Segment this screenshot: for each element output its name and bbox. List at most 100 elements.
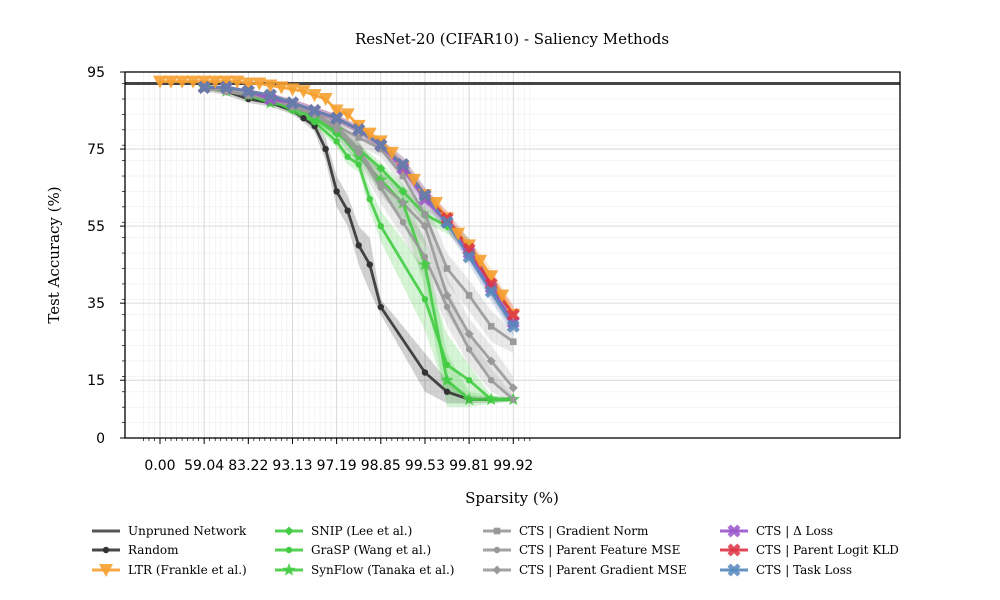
x-tick-label: 0.00 xyxy=(144,458,175,474)
point-ltr-frankle-et-al xyxy=(263,79,278,93)
point-ltr-frankle-et-al xyxy=(197,75,212,89)
point-ltr-frankle-et-al xyxy=(340,108,355,122)
point-cts-parent-gradient-mse xyxy=(464,329,474,339)
legend-label: CTS | Δ Loss xyxy=(756,524,833,538)
point-ltr-frankle-et-al xyxy=(153,75,167,89)
point-grasp-wang-et-al xyxy=(333,138,340,145)
point-ltr-frankle-et-al xyxy=(351,119,366,133)
point-cts-task-loss xyxy=(219,80,233,94)
x-tick-label: 93.13 xyxy=(272,458,312,474)
legend-label: CTS | Parent Gradient MSE xyxy=(519,563,687,577)
point-ltr-frankle-et-al xyxy=(329,104,344,118)
point-cts-gradient-norm xyxy=(399,172,407,180)
point-cts-task-loss xyxy=(484,285,498,299)
legend-entry: Unpruned Network xyxy=(92,524,247,538)
y-axis-label: Test Accuracy (%) xyxy=(45,186,63,323)
y-tick-label: 95 xyxy=(87,65,105,81)
point-cts-parent-gradient-mse xyxy=(442,290,452,300)
point-ltr-frankle-et-al xyxy=(296,85,311,99)
legend-label: GraSP (Wang et al.) xyxy=(311,543,431,557)
point-cts-task-loss xyxy=(263,88,277,102)
legend-label: CTS | Gradient Norm xyxy=(519,524,649,538)
point-cts-parent-gradient-mse xyxy=(398,198,408,208)
point-cts-parent-gradient-mse xyxy=(354,144,364,154)
axes xyxy=(124,71,901,439)
point-cts-task-loss xyxy=(241,84,255,98)
point-ltr-frankle-et-al xyxy=(307,89,322,103)
y-tick-label: 15 xyxy=(87,373,105,389)
x-tick-label: 99.81 xyxy=(449,458,489,474)
point-cts-task-loss xyxy=(462,250,476,264)
point-cts-task-loss xyxy=(330,111,344,125)
legend-entry: CTS | Δ Loss xyxy=(720,524,833,538)
legend: Unpruned Network Random LTR (Frankle et al… xyxy=(92,524,899,577)
x-tick-label: 59.04 xyxy=(184,458,224,474)
point-synflow-tanaka-et-al xyxy=(374,172,388,186)
legend-entry: LTR (Frankle et al.) xyxy=(92,563,247,577)
legend-label: LTR (Frankle et al.) xyxy=(128,563,247,577)
legend-swatch-marker xyxy=(727,563,741,577)
point-ltr-frankle-et-al xyxy=(252,77,267,91)
point-cts-parent-feature-mse xyxy=(421,253,429,261)
point-cts-parent-gradient-mse xyxy=(508,383,518,393)
x-tick-label: 99.92 xyxy=(493,458,533,474)
point-cts-task-loss xyxy=(352,123,366,137)
legend-label: SNIP (Lee et al.) xyxy=(311,524,412,538)
legend-label: CTS | Task Loss xyxy=(756,563,852,577)
x-tick-label: 97.19 xyxy=(317,458,357,474)
point-cts-parent-gradient-mse xyxy=(332,121,342,131)
point-grasp-wang-et-al xyxy=(366,195,373,203)
legend-entry: CTS | Parent Logit KLD xyxy=(720,543,899,557)
point-synflow-tanaka-et-al xyxy=(462,392,476,406)
point-ltr-frankle-et-al xyxy=(451,227,466,241)
point-random xyxy=(377,303,384,311)
point-ltr-frankle-et-al xyxy=(373,135,388,149)
point-snip-lee-et-al xyxy=(376,163,386,173)
point-ltr-frankle-et-al xyxy=(362,127,377,141)
legend-entry: CTS | Task Loss xyxy=(720,563,852,577)
point-ltr-frankle-et-al xyxy=(175,75,190,89)
legend-swatch-marker xyxy=(493,546,501,554)
point-ltr-frankle-et-al xyxy=(241,77,256,91)
point-cts-task-loss xyxy=(440,215,454,229)
point-cts-parent-feature-mse xyxy=(399,219,407,226)
point-ltr-frankle-et-al xyxy=(208,75,223,89)
point-grasp-wang-et-al xyxy=(465,377,473,384)
series-markers xyxy=(153,75,521,406)
point-ltr-frankle-et-al xyxy=(274,81,289,95)
point-cts-parent-gradient-mse xyxy=(420,221,430,231)
point-synflow-tanaka-et-al xyxy=(418,257,432,271)
point-cts-gradient-norm xyxy=(487,322,495,330)
point-ltr-frankle-et-al xyxy=(219,75,234,89)
chart-title: ResNet-20 (CIFAR10) - Saliency Methods xyxy=(355,30,669,48)
point-cts-parent-feature-mse xyxy=(488,377,495,384)
legend-entry: SNIP (Lee et al.) xyxy=(275,524,412,538)
point-ltr-frankle-et-al xyxy=(484,270,499,284)
point-cts-task-loss xyxy=(374,138,388,152)
point-cts-parent-gradient-mse xyxy=(376,179,386,189)
point-ltr-frankle-et-al xyxy=(164,75,179,89)
point-cts-gradient-norm xyxy=(377,145,385,153)
point-random xyxy=(322,145,329,153)
point-grasp-wang-et-al xyxy=(377,222,384,230)
point-cts-parent-feature-mse xyxy=(443,303,451,311)
point-grasp-wang-et-al xyxy=(421,296,429,303)
legend-swatch-marker xyxy=(99,564,113,577)
point-random xyxy=(355,242,362,249)
legend-label: Random xyxy=(128,543,179,557)
point-synflow-tanaka-et-al xyxy=(484,392,498,406)
point-grasp-wang-et-al xyxy=(344,153,351,160)
point-snip-lee-et-al xyxy=(398,186,408,196)
point-cts-parent-gradient-mse xyxy=(486,356,496,366)
point-cts-task-loss xyxy=(197,80,211,94)
legend-swatch-marker xyxy=(727,524,741,538)
plot-frame xyxy=(124,71,901,439)
point-cts-gradient-norm xyxy=(465,292,473,299)
legend-entry: CTS | Gradient Norm xyxy=(483,524,649,538)
point-ltr-frankle-et-al xyxy=(230,75,245,89)
legend-swatch-marker xyxy=(493,527,501,535)
point-random xyxy=(366,261,373,268)
point-cts-gradient-norm xyxy=(509,338,517,345)
point-cts-gradient-norm xyxy=(355,134,363,141)
